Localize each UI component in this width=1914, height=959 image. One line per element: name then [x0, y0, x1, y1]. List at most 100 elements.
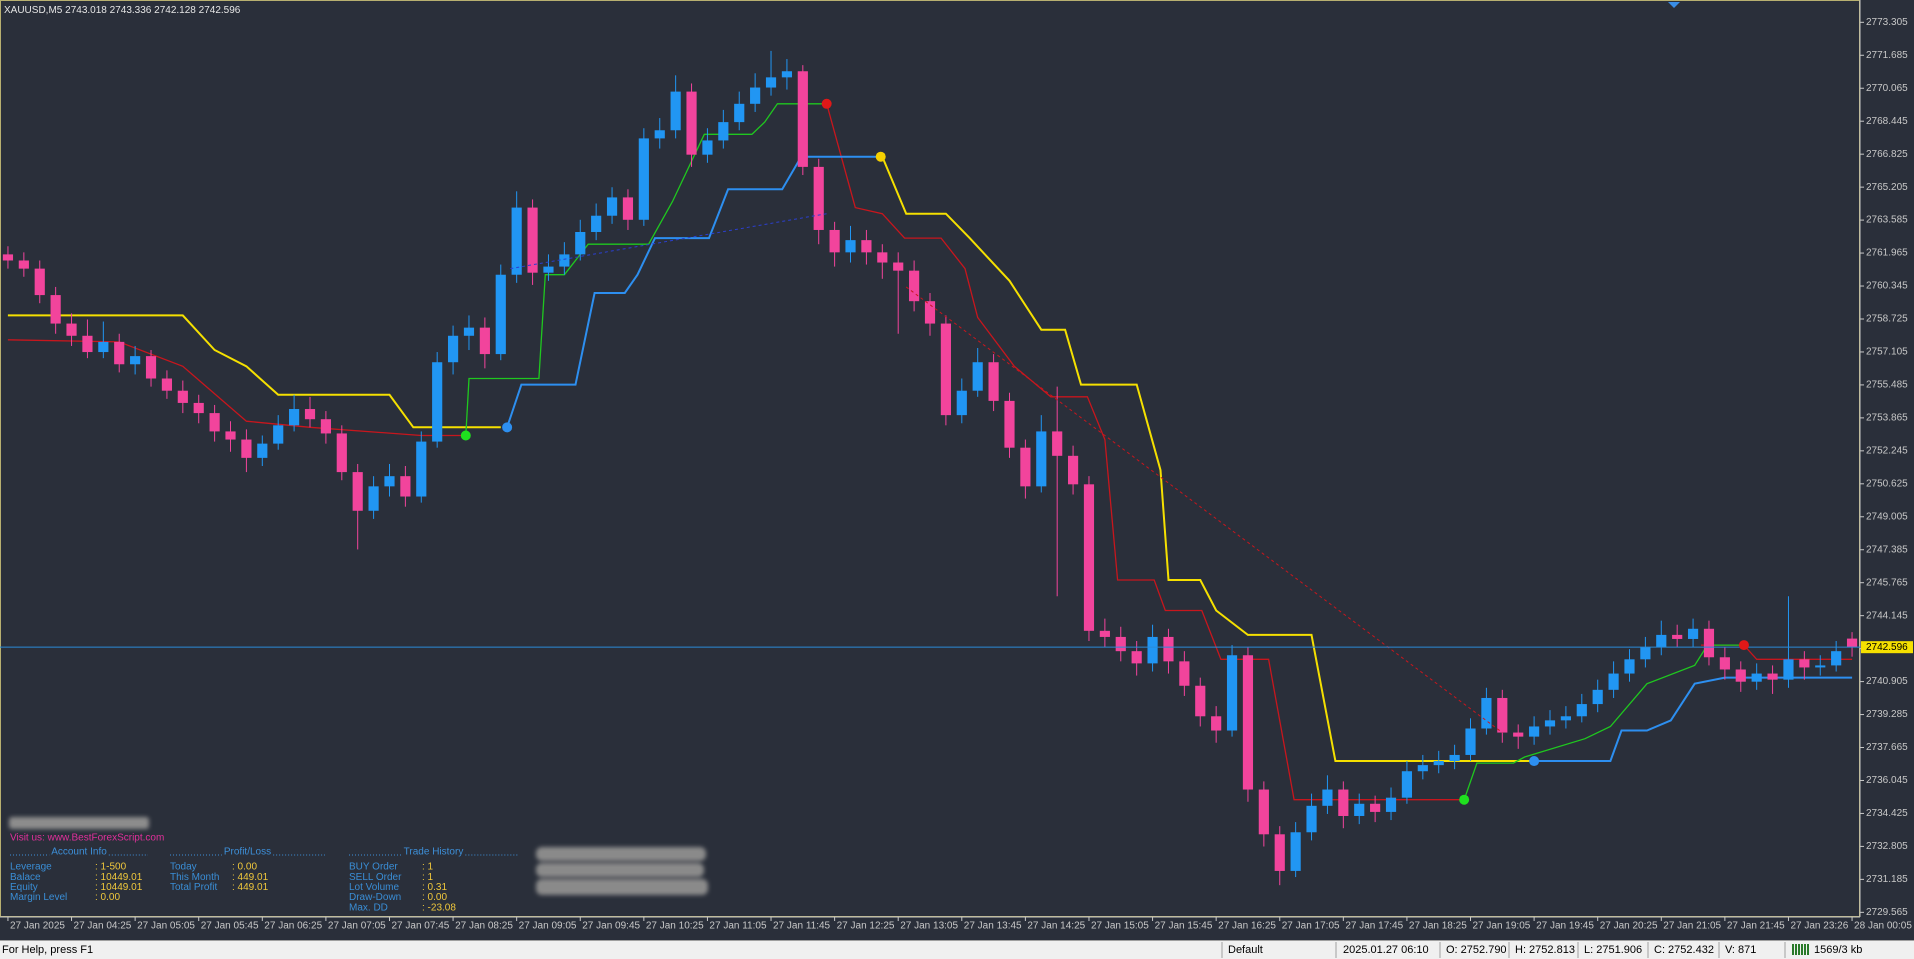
candle-body — [543, 266, 554, 273]
y-tick-label: 2763.585 — [1866, 215, 1908, 226]
candle-body — [352, 472, 363, 511]
x-tick-label: 27 Jan 23:26 — [1790, 921, 1848, 932]
x-tick-label: 27 Jan 21:45 — [1727, 921, 1785, 932]
panel-label: BUY Order — [349, 862, 398, 873]
header-close: 2742.596 — [199, 5, 241, 16]
candle-body — [1481, 697, 1492, 729]
candle-body — [1640, 647, 1651, 660]
y-tick-label: 2758.725 — [1866, 314, 1908, 325]
y-tick-label: 2768.445 — [1866, 116, 1908, 127]
blurred-block — [536, 847, 708, 895]
candle-body — [1115, 636, 1126, 652]
x-tick-label: 27 Jan 11:05 — [709, 921, 767, 932]
candle-body — [1751, 673, 1762, 682]
candle-body — [1529, 726, 1540, 737]
y-tick-label: 2766.825 — [1866, 149, 1908, 160]
x-tick-label: 27 Jan 06:25 — [264, 921, 322, 932]
panel-value: : 449.01 — [232, 872, 269, 883]
candle-body — [1497, 697, 1508, 733]
candle-body — [1449, 754, 1460, 762]
panel-value: : 449.01 — [232, 882, 269, 893]
candle-body — [575, 232, 586, 255]
candle-body — [750, 87, 761, 104]
panel-title: Trade History — [404, 847, 464, 858]
candle-body — [1656, 634, 1667, 648]
panel-label: Draw-Down — [349, 892, 401, 903]
panel-value: : 0.00 — [422, 892, 447, 903]
x-tick-label: 27 Jan 09:05 — [519, 921, 577, 932]
y-tick-label: 2745.765 — [1866, 577, 1908, 588]
candle-body — [1831, 651, 1842, 666]
candle-body — [702, 140, 713, 155]
blurred-bar — [536, 863, 704, 877]
candle-body — [797, 71, 808, 167]
candle-body — [320, 419, 331, 434]
candle-body — [1815, 665, 1826, 668]
y-tick-label: 2739.285 — [1866, 709, 1908, 720]
header-open: 2743.018 — [65, 5, 107, 16]
y-tick-label: 2760.345 — [1866, 281, 1908, 292]
candle-body — [400, 476, 411, 497]
y-tick-label: 2765.205 — [1866, 182, 1908, 193]
candle-body — [1846, 638, 1858, 648]
panel-value: : -23.08 — [422, 902, 456, 913]
candle-body — [1672, 634, 1683, 639]
x-tick-label: 27 Jan 19:05 — [1473, 921, 1531, 932]
candle-body — [1560, 716, 1571, 721]
status-time: 2025.01.27 06:10 — [1343, 944, 1429, 956]
candle-body — [241, 439, 252, 458]
candle-body — [829, 229, 840, 253]
y-tick-label: 2770.065 — [1866, 83, 1908, 94]
status-bar — [0, 940, 1914, 959]
candle-body — [1703, 628, 1715, 658]
candle-body — [1322, 789, 1333, 806]
candle-body — [82, 335, 93, 353]
y-tick-label: 2734.425 — [1866, 808, 1908, 819]
candle-body — [1576, 704, 1587, 717]
panel-label: Leverage — [10, 862, 52, 873]
status-high: H: 2752.813 — [1515, 944, 1575, 956]
blurred-bar — [536, 847, 706, 861]
x-tick-label: 27 Jan 13:45 — [964, 921, 1022, 932]
candle-body — [909, 270, 920, 302]
candle-body — [432, 362, 443, 442]
panel-label: Balace — [10, 872, 41, 883]
candle-body — [2, 254, 14, 261]
candle-body — [638, 138, 649, 220]
panel-value: : 1-500 — [95, 862, 127, 873]
signal-dot — [1459, 794, 1470, 805]
candle-body — [193, 402, 204, 414]
status-traffic: 1569/3 kb — [1814, 944, 1862, 956]
y-tick-label: 2744.145 — [1866, 610, 1908, 621]
symbol: XAUUSD,M5 — [4, 5, 63, 16]
status-volume: V: 871 — [1725, 944, 1756, 956]
connection-icon — [1792, 944, 1809, 955]
indicator-line — [506, 155, 1853, 762]
panel-value: : 1 — [422, 872, 434, 883]
status-help: For Help, press F1 — [2, 944, 93, 956]
candle-body — [1370, 803, 1381, 812]
signal-dot — [502, 422, 513, 433]
candle-body — [209, 413, 220, 432]
status-profile: Default — [1228, 944, 1263, 956]
candle-body — [1719, 657, 1730, 670]
x-tick-label: 27 Jan 07:45 — [391, 921, 449, 932]
candle-body — [845, 240, 856, 253]
x-tick-label: 27 Jan 10:25 — [646, 921, 704, 932]
candle-body — [1735, 669, 1746, 682]
candle-body — [1433, 761, 1444, 766]
candle-body — [1163, 636, 1174, 662]
panel-label: SELL Order — [349, 872, 402, 883]
x-tick-label: 27 Jan 08:25 — [455, 921, 513, 932]
candle-body — [718, 122, 729, 141]
candle-body — [1036, 431, 1047, 487]
candle-body — [765, 77, 777, 88]
candle-body — [1274, 834, 1285, 871]
candle-body — [988, 362, 999, 401]
candle-body — [972, 362, 983, 391]
candle-body — [781, 71, 793, 78]
candle-body — [98, 341, 109, 353]
candle-body — [1131, 651, 1142, 664]
panel-label: Total Profit — [170, 882, 217, 893]
